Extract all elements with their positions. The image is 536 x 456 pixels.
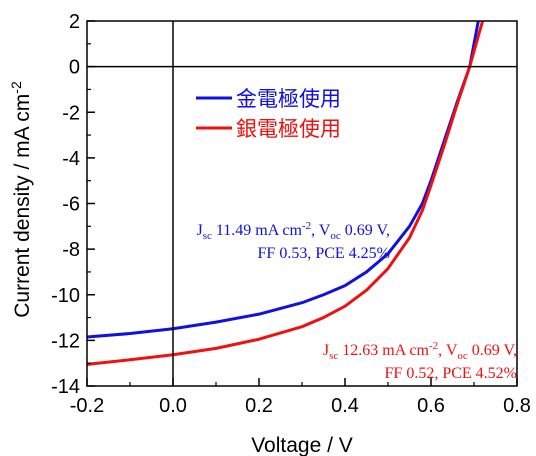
annotation-text: oc (330, 230, 341, 242)
x-tick-label: -0.2 (70, 395, 104, 417)
y-tick-label: -12 (51, 330, 80, 352)
annotation-text: FF 0.52, PCE 4.52% (385, 365, 517, 382)
axis-tick-labels: -0.2 0.0 0.2 0.4 0.6 0.8 -14 -12 -10 -8 -6 -4 -2 0 2 (51, 11, 531, 417)
x-axis-title: Voltage / V (251, 434, 353, 456)
y-tick-label: -10 (51, 285, 80, 307)
y-tick-label: 0 (69, 57, 80, 79)
annotation-text: 0.69 V, (341, 222, 390, 239)
annotation-text: -2 (302, 220, 311, 232)
x-tick-label: 0.0 (159, 395, 187, 417)
y-tick-label: -6 (62, 194, 80, 216)
x-tick-label: 0.8 (503, 395, 531, 417)
plot-marks (86, 20, 485, 366)
y-axis-title-superscript: -2 (8, 81, 24, 94)
annotation-text: 0.69 V, (468, 342, 517, 359)
y-tick-label: -14 (51, 376, 80, 398)
y-tick-label: -4 (62, 148, 80, 170)
series-line-1 (86, 20, 485, 366)
annotation-text: , V (311, 222, 331, 239)
annotation-text: FF 0.53, PCE 4.25% (258, 245, 390, 262)
annotation-text: sc (329, 350, 338, 362)
annotation-0-line-1: FF 0.53, PCE 4.25% (258, 245, 390, 262)
y-tick-label: 2 (69, 11, 80, 33)
annotation-text: 12.63 mA cm (338, 342, 429, 359)
annotation-text: J (323, 342, 329, 359)
annotation-1-line-1: FF 0.52, PCE 4.52% (385, 365, 517, 382)
y-tick-label: -8 (62, 239, 80, 261)
annotation-text: J (196, 222, 202, 239)
annotations: Jsc 11.49 mA cm-2, Voc 0.69 V,FF 0.53, P… (196, 220, 517, 382)
legend-label-0: 金電極使用 (236, 87, 341, 111)
annotation-text: , V (438, 342, 458, 359)
y-axis-title: Current density / mA cm-2 (8, 81, 34, 318)
axis-ticks (86, 20, 518, 387)
x-tick-label: 0.2 (245, 395, 273, 417)
series-line-0 (86, 20, 480, 339)
legend-label-1: 銀電極使用 (236, 117, 341, 141)
y-tick-label: -2 (62, 102, 80, 124)
annotation-text: -2 (429, 340, 438, 352)
annotation-0-line-0: Jsc 11.49 mA cm-2, Voc 0.69 V, (196, 220, 390, 242)
annotation-text: oc (457, 350, 468, 362)
annotation-text: sc (203, 230, 212, 242)
x-tick-label: 0.4 (331, 395, 359, 417)
y-axis-title-main: Current density / mA cm (11, 94, 34, 318)
annotation-1-line-0: Jsc 12.63 mA cm-2, Voc 0.69 V, (323, 340, 517, 362)
annotation-text: 11.49 mA cm (212, 222, 303, 239)
x-tick-label: 0.6 (417, 395, 445, 417)
